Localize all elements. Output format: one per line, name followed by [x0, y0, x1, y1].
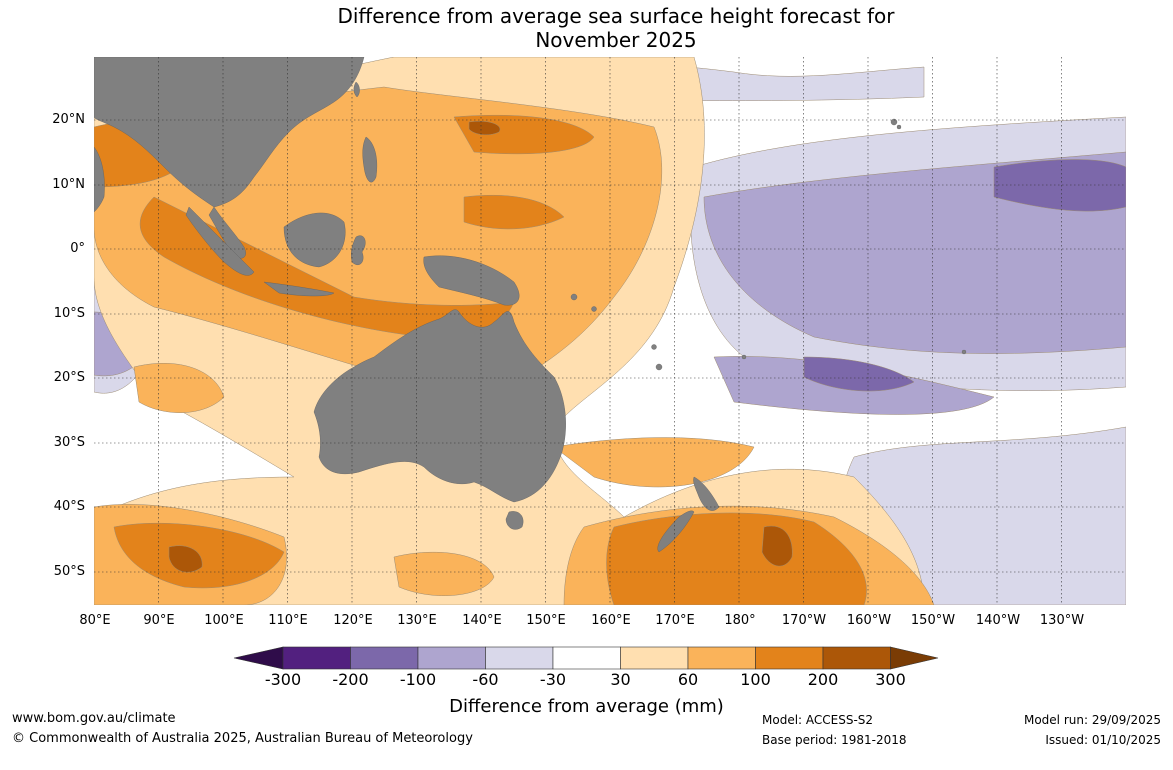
- legend-swatch: [417, 646, 486, 670]
- lon-label-90e: 90°E: [143, 613, 175, 628]
- anomaly-region: [468, 121, 501, 136]
- anomaly-region: [993, 159, 1126, 212]
- anomaly-region: [761, 525, 793, 567]
- land-australia: [313, 309, 566, 503]
- legend-tick: 30: [610, 670, 631, 689]
- land-philippines: [362, 136, 378, 183]
- lon-label-140w: 140°W: [975, 613, 1021, 628]
- land-taiwan: [353, 81, 360, 98]
- lon-label-100e: 100°E: [204, 613, 244, 628]
- lon-label-150e: 150°E: [526, 613, 566, 628]
- anomaly-region: [168, 545, 203, 573]
- legend-swatch: [890, 646, 939, 670]
- legend-tick: 300: [875, 670, 906, 689]
- legend-swatch: [552, 646, 621, 670]
- lon-label-150w: 150°W: [910, 613, 956, 628]
- legend-tick: 200: [807, 670, 839, 689]
- legend-swatch: [620, 646, 689, 670]
- lon-label-160e: 160°E: [591, 613, 631, 628]
- title-line-1: Difference from average sea surface heig…: [337, 4, 895, 28]
- lon-label-180: 180°: [724, 613, 756, 628]
- land-indochina: [208, 206, 246, 259]
- lon-label-140e: 140°E: [462, 613, 502, 628]
- anomaly-region: [463, 194, 565, 230]
- land-island: [655, 363, 663, 371]
- lat-label-10s: 10°S: [53, 306, 85, 321]
- legend-tick: 60: [677, 670, 699, 689]
- legend-colorbar: [233, 646, 939, 670]
- footer-base-period: Base period: 1981-2018: [762, 733, 907, 747]
- footer-issued: Issued: 01/10/2025: [1045, 733, 1161, 747]
- land-sumatra: [185, 206, 255, 276]
- title-line-2: November 2025: [535, 28, 697, 52]
- legend-swatch: [233, 646, 284, 670]
- land-masses: [94, 57, 967, 553]
- lat-label-0: 0°: [70, 241, 85, 256]
- land-sulawesi: [351, 235, 366, 265]
- land-island: [741, 354, 747, 360]
- lat-label-50s: 50°S: [53, 564, 85, 579]
- legend-swatch: [687, 646, 756, 670]
- land-island: [961, 349, 967, 355]
- lon-label-130w: 130°W: [1039, 613, 1085, 628]
- legend-title: Difference from average (mm): [449, 696, 724, 717]
- anomaly-region: [553, 437, 755, 488]
- legend-tick: -200: [332, 670, 369, 689]
- lon-label-160w: 160°W: [846, 613, 892, 628]
- land-tasmania: [505, 511, 524, 530]
- lon-label-130e: 130°E: [397, 613, 437, 628]
- lon-label-170w: 170°W: [781, 613, 827, 628]
- land-asia: [94, 57, 365, 208]
- land-nz-north: [693, 476, 720, 511]
- lat-label-30s: 30°S: [53, 435, 85, 450]
- lon-label-170e: 170°E: [655, 613, 695, 628]
- land-island: [591, 306, 597, 312]
- land-nz-south: [657, 510, 695, 553]
- legend-swatch: [822, 646, 891, 670]
- lon-label-110e: 110°E: [268, 613, 308, 628]
- land-borneo: [283, 212, 346, 268]
- land-island: [570, 293, 578, 301]
- legend-tick: -60: [472, 670, 499, 689]
- footer-url[interactable]: www.bom.gov.au/climate: [12, 711, 176, 726]
- anomaly-region: [803, 356, 915, 392]
- land-india: [94, 146, 105, 213]
- graticule: [94, 57, 1126, 605]
- legend-tick: -300: [264, 670, 302, 689]
- land-new-guinea: [423, 255, 520, 306]
- land-island: [896, 124, 902, 130]
- lon-label-120e: 120°E: [333, 613, 373, 628]
- land-island: [890, 118, 898, 126]
- sea-height-map: [94, 57, 1126, 605]
- lat-label-40s: 40°S: [53, 499, 85, 514]
- lat-label-20n: 20°N: [52, 112, 85, 127]
- map-title: Difference from average sea surface heig…: [0, 4, 1173, 52]
- lon-label-80e: 80°E: [79, 613, 111, 628]
- legend-tick: 100: [740, 670, 771, 689]
- footer-model: Model: ACCESS-S2: [762, 713, 874, 727]
- land-java: [263, 281, 335, 297]
- footer-copyright: © Commonwealth of Australia 2025, Austra…: [12, 731, 473, 746]
- legend-swatch: [282, 646, 351, 670]
- map-canvas: [94, 57, 1126, 605]
- legend-swatch: [755, 646, 824, 670]
- land-island: [651, 344, 657, 350]
- lat-label-20s: 20°S: [53, 370, 85, 385]
- legend-swatch: [485, 646, 554, 670]
- footer-model-run: Model run: 29/09/2025: [1023, 713, 1161, 727]
- anomaly-region: [393, 552, 495, 596]
- legend-tick: -100: [399, 670, 437, 689]
- legend-swatch: [350, 646, 419, 670]
- legend-tick: -30: [539, 670, 567, 689]
- lat-label-10n: 10°N: [52, 177, 85, 192]
